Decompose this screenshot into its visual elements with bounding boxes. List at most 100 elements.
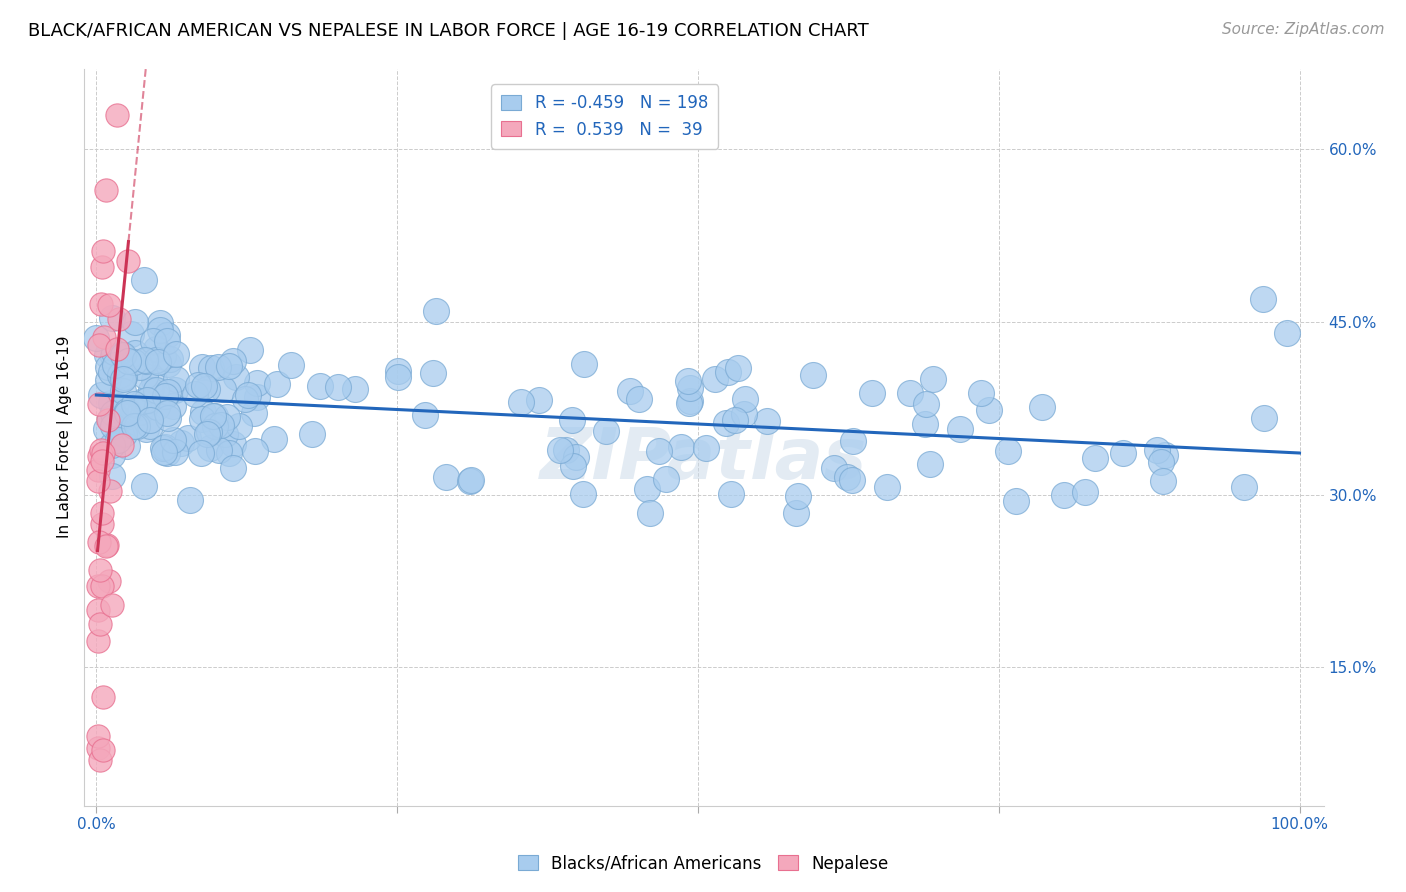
Point [101, 438, 124, 452]
Point [387, 364, 409, 378]
Point [143, 373, 166, 387]
Point [94, 183, 117, 197]
Point [1031, 400, 1053, 414]
Point [214, 427, 236, 442]
Point [86, 330, 108, 344]
Point [87, 634, 110, 648]
Point [134, 368, 156, 383]
Point [734, 392, 756, 406]
Point [1150, 455, 1173, 469]
Point [89, 563, 111, 577]
Point [101, 468, 124, 483]
Point [197, 425, 219, 439]
Point [343, 382, 366, 396]
Point [162, 433, 184, 447]
Point [703, 372, 725, 386]
Point [105, 342, 128, 356]
Point [1253, 292, 1275, 306]
Point [100, 599, 122, 613]
Point [162, 399, 184, 413]
Point [554, 442, 576, 457]
Point [246, 376, 269, 390]
Point [103, 406, 125, 420]
Point [1084, 451, 1107, 466]
Legend: Blacks/African Americans, Nepalese: Blacks/African Americans, Nepalese [510, 848, 896, 880]
Point [91, 517, 114, 532]
Point [1253, 410, 1275, 425]
Point [100, 366, 122, 380]
Point [669, 440, 692, 454]
Point [193, 405, 215, 419]
Point [238, 388, 260, 402]
Point [108, 400, 131, 414]
Point [246, 390, 269, 404]
Point [101, 349, 124, 363]
Point [110, 368, 132, 382]
Point [103, 344, 125, 359]
Point [222, 354, 245, 368]
Point [565, 450, 588, 465]
Point [156, 357, 179, 371]
Point [89, 752, 111, 766]
Point [146, 400, 169, 414]
Point [212, 382, 235, 396]
Point [115, 439, 138, 453]
Point [245, 444, 267, 458]
Point [222, 461, 245, 475]
Point [142, 334, 165, 348]
Point [86, 474, 108, 488]
Point [225, 370, 247, 384]
Point [915, 397, 938, 411]
Point [202, 409, 225, 423]
Point [90, 442, 112, 457]
Point [636, 482, 658, 496]
Point [198, 442, 221, 456]
Point [156, 385, 179, 400]
Point [1053, 488, 1076, 502]
Point [153, 445, 176, 459]
Point [166, 347, 188, 361]
Point [124, 401, 146, 415]
Point [997, 444, 1019, 458]
Point [111, 384, 134, 399]
Point [86, 579, 108, 593]
Point [640, 506, 662, 520]
Point [733, 407, 755, 421]
Point [132, 479, 155, 493]
Point [179, 493, 201, 508]
Point [90, 507, 112, 521]
Point [96, 348, 118, 362]
Point [104, 358, 127, 372]
Point [93, 330, 115, 344]
Point [235, 392, 257, 406]
Point [97, 413, 120, 427]
Point [170, 435, 193, 450]
Point [111, 371, 134, 385]
Point [91, 579, 114, 593]
Point [309, 379, 332, 393]
Point [860, 385, 883, 400]
Point [574, 357, 596, 371]
Point [122, 418, 145, 433]
Point [595, 424, 617, 438]
Point [139, 413, 162, 427]
Point [112, 369, 135, 384]
Point [655, 473, 678, 487]
Point [91, 260, 114, 275]
Point [914, 417, 936, 431]
Point [1152, 474, 1174, 488]
Point [177, 431, 200, 445]
Point [1112, 445, 1135, 459]
Point [91, 446, 114, 460]
Point [571, 487, 593, 501]
Point [266, 376, 288, 391]
Point [97, 360, 120, 375]
Point [115, 404, 138, 418]
Point [716, 416, 738, 430]
Point [128, 360, 150, 375]
Point [149, 323, 172, 337]
Point [107, 433, 129, 447]
Point [90, 388, 112, 402]
Point [117, 354, 139, 368]
Point [301, 427, 323, 442]
